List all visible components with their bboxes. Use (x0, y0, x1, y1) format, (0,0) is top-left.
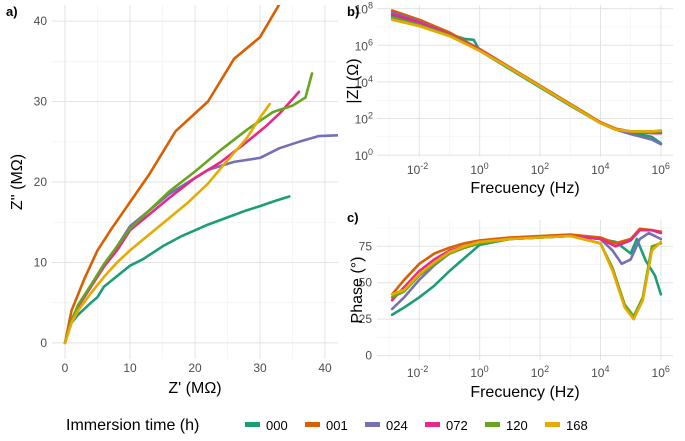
nyquist-x-tick-label: 20 (188, 361, 202, 375)
legend-label-168: 168 (566, 418, 588, 433)
legend-key-001 (305, 422, 320, 427)
legend: Immersion time (h) 000 001 024 072 120 168 (66, 417, 588, 434)
legend-key-168 (545, 422, 560, 427)
phase-gridlines (377, 220, 673, 360)
phase-x-axis-title: Frecuency (Hz) (470, 384, 579, 401)
panel-a-tag: a) (6, 4, 18, 19)
phase-x-tick-label: 100 (470, 364, 488, 380)
magnitude-series-168 (390, 18, 663, 133)
phase-y-tick-label: 0 (365, 349, 372, 363)
legend-items: 000 001 024 072 120 168 (245, 418, 588, 433)
nyquist-y-tick-label: 40 (34, 14, 48, 28)
legend-key-000 (245, 422, 260, 427)
magnitude-y-tick-label: 104 (355, 74, 373, 90)
magnitude-y-tick-label: 108 (355, 1, 373, 17)
legend-key-120 (485, 422, 500, 427)
phase-series-lines (390, 227, 663, 321)
magnitude-tick-labels: 10-2 100 102 104 106 100 102 104 106 108 (355, 1, 670, 177)
legend-label-120: 120 (506, 418, 528, 433)
nyquist-series-001 (63, 5, 281, 345)
nyquist-x-tick-label: 40 (318, 361, 332, 375)
phase-x-tick-label: 102 (531, 364, 549, 380)
nyquist-y-tick-label: 0 (40, 336, 47, 350)
magnitude-y-tick-label: 106 (355, 37, 373, 53)
nyquist-plot: 0 10 20 30 40 0 10 20 30 40 a) Z' (MΩ) Z'' (MΩ) (6, 4, 338, 397)
bode-magnitude-plot: 10-2 100 102 104 106 100 102 104 106 108 b) Frecu… (345, 1, 673, 197)
magnitude-x-tick-label: 106 (652, 161, 670, 177)
nyquist-series-168 (63, 102, 272, 345)
legend-key-072 (425, 422, 440, 427)
nyquist-series-120 (63, 72, 314, 345)
nyquist-x-tick-label: 0 (62, 361, 69, 375)
magnitude-y-axis-title: |Z| (Ω) (345, 58, 362, 103)
phase-y-tick-label: 75 (359, 239, 373, 253)
legend-title: Immersion time (h) (66, 417, 199, 434)
nyquist-tick-labels: 0 10 20 30 40 0 10 20 30 40 (34, 14, 332, 375)
magnitude-x-tick-label: 104 (591, 161, 609, 177)
nyquist-x-tick-label: 30 (253, 361, 267, 375)
legend-label-072: 072 (446, 418, 468, 433)
phase-y-axis-title: Phase (°) (349, 257, 366, 324)
nyquist-y-tick-label: 20 (34, 175, 48, 189)
magnitude-series-lines (390, 9, 663, 146)
magnitude-y-tick-label: 100 (355, 147, 373, 163)
phase-series-168 (390, 234, 663, 321)
legend-key-024 (365, 422, 380, 427)
magnitude-x-tick-label: 10-2 (407, 161, 428, 177)
legend-label-024: 024 (386, 418, 408, 433)
nyquist-x-tick-label: 10 (123, 361, 137, 375)
nyquist-series-000 (63, 195, 291, 345)
panel-c-tag: c) (347, 210, 359, 225)
magnitude-x-tick-label: 102 (531, 161, 549, 177)
magnitude-x-axis-title: Frecuency (Hz) (470, 180, 579, 197)
magnitude-y-tick-label: 102 (355, 111, 373, 127)
phase-tick-labels: 10-2 100 102 104 106 0 25 50 75 (359, 239, 670, 380)
magnitude-gridlines (377, 5, 673, 157)
bode-phase-plot: 10-2 100 102 104 106 0 25 50 75 c) Frecuency (Hz… (347, 210, 673, 401)
nyquist-x-axis-title: Z' (MΩ) (168, 380, 221, 397)
nyquist-gridlines (52, 5, 338, 359)
phase-y-tick-label: 25 (359, 312, 373, 326)
magnitude-x-tick-label: 100 (470, 161, 488, 177)
legend-label-000: 000 (266, 418, 288, 433)
nyquist-y-axis-title: Z'' (MΩ) (9, 154, 26, 210)
nyquist-y-tick-label: 30 (34, 95, 48, 109)
nyquist-y-tick-label: 10 (34, 255, 48, 269)
panel-b-tag: b) (347, 4, 359, 19)
phase-x-tick-label: 10-2 (407, 364, 428, 380)
phase-y-tick-label: 50 (359, 276, 373, 290)
nyquist-series-lines (63, 5, 338, 345)
phase-x-tick-label: 106 (652, 364, 670, 380)
phase-x-tick-label: 104 (591, 364, 609, 380)
legend-label-001: 001 (326, 418, 348, 433)
